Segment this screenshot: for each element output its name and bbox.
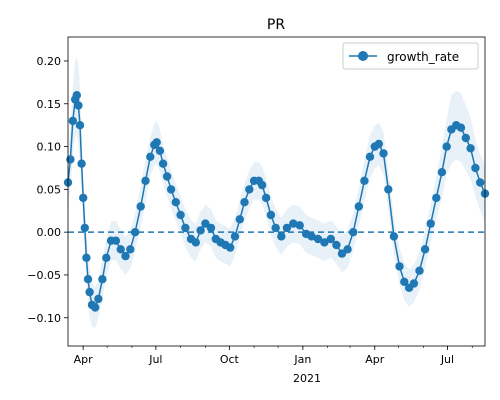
data-point <box>235 215 244 224</box>
data-point <box>74 101 83 110</box>
data-point <box>442 142 451 151</box>
chart-title: PR <box>267 17 285 33</box>
data-point <box>141 176 150 185</box>
plot-area <box>63 56 490 328</box>
data-point <box>191 238 200 247</box>
data-point <box>261 193 271 203</box>
data-point <box>77 159 86 168</box>
legend: growth_rate <box>342 42 479 70</box>
data-point <box>354 202 363 211</box>
data-point <box>72 91 82 100</box>
y-tick-label: 0.10 <box>37 141 62 154</box>
y-tick-label: 0.20 <box>37 55 62 68</box>
data-point <box>171 198 180 207</box>
data-point <box>295 221 304 230</box>
data-point <box>240 198 249 207</box>
data-point <box>289 219 298 228</box>
data-point <box>343 245 352 254</box>
data-point <box>384 185 393 194</box>
x-axis: Apr Jul Oct Jan Apr Jul <box>74 346 473 366</box>
y-tick-label: 0.05 <box>37 183 62 196</box>
data-point <box>466 144 475 153</box>
data-point <box>126 245 135 254</box>
x-tick-label: Jan <box>293 353 311 366</box>
y-axis: −0.10 −0.05 0.00 0.05 0.10 0.15 0.20 <box>27 55 68 325</box>
plot-frame <box>67 36 486 347</box>
x-tick-label: Jul <box>148 353 162 366</box>
x-tick-label: Jul <box>440 353 454 366</box>
legend-label: growth_rate <box>387 50 459 64</box>
data-point <box>80 223 90 233</box>
data-point <box>162 172 172 181</box>
data-point <box>461 133 470 143</box>
data-point <box>82 253 91 262</box>
data-point <box>476 178 485 187</box>
data-point <box>313 234 323 244</box>
data-point <box>230 232 240 241</box>
legend-box <box>342 42 479 70</box>
data-point <box>116 245 125 254</box>
data-point <box>349 228 358 237</box>
data-point <box>91 303 100 312</box>
y-tick-label: 0.15 <box>37 98 62 111</box>
y-tick-label: −0.05 <box>27 269 61 282</box>
data-point <box>282 223 292 233</box>
data-point <box>85 287 94 297</box>
data-point <box>456 123 466 132</box>
data-point <box>409 279 419 288</box>
data-point <box>130 228 140 237</box>
data-point <box>320 238 329 247</box>
data-point <box>111 236 121 245</box>
data-point <box>146 152 155 161</box>
data-point <box>420 245 430 254</box>
x-tick-label: Apr <box>365 353 385 366</box>
data-point <box>432 193 441 203</box>
data-point <box>326 234 335 244</box>
data-point <box>277 232 286 241</box>
data-point <box>266 210 276 220</box>
data-point <box>332 240 341 250</box>
data-point <box>374 139 383 149</box>
data-point <box>365 152 375 161</box>
data-point <box>121 251 130 261</box>
x-tick-label: Apr <box>74 353 94 366</box>
data-point <box>415 266 424 275</box>
data-point <box>79 193 88 203</box>
data-point <box>83 275 93 284</box>
data-point <box>68 116 78 126</box>
x-tick-label: Oct <box>220 353 240 366</box>
y-tick-label: 0.00 <box>37 226 62 239</box>
data-point <box>437 168 447 177</box>
data-point <box>176 210 185 220</box>
legend-point-marker <box>358 51 368 61</box>
data-point <box>158 159 168 168</box>
data-point <box>226 243 235 252</box>
data-point <box>206 223 216 233</box>
data-point <box>136 202 145 211</box>
data-point <box>181 223 190 233</box>
data-point <box>389 232 399 241</box>
data-point <box>257 180 267 190</box>
data-point <box>196 226 205 235</box>
data-point <box>400 277 409 286</box>
data-point <box>66 155 75 164</box>
x-year-label: 2021 <box>293 372 321 385</box>
data-point <box>166 185 176 194</box>
data-point <box>395 262 404 271</box>
data-point <box>271 223 280 233</box>
data-point <box>152 138 161 147</box>
data-point <box>98 275 107 284</box>
data-point <box>471 163 480 173</box>
data-point <box>155 146 165 155</box>
data-point <box>426 219 435 228</box>
data-point <box>360 176 369 185</box>
data-point <box>379 149 388 158</box>
data-point <box>75 121 85 130</box>
y-tick-label: −0.10 <box>27 312 61 325</box>
data-point <box>307 232 316 241</box>
data-point <box>245 185 254 194</box>
data-point <box>94 294 103 304</box>
data-point <box>102 253 111 262</box>
